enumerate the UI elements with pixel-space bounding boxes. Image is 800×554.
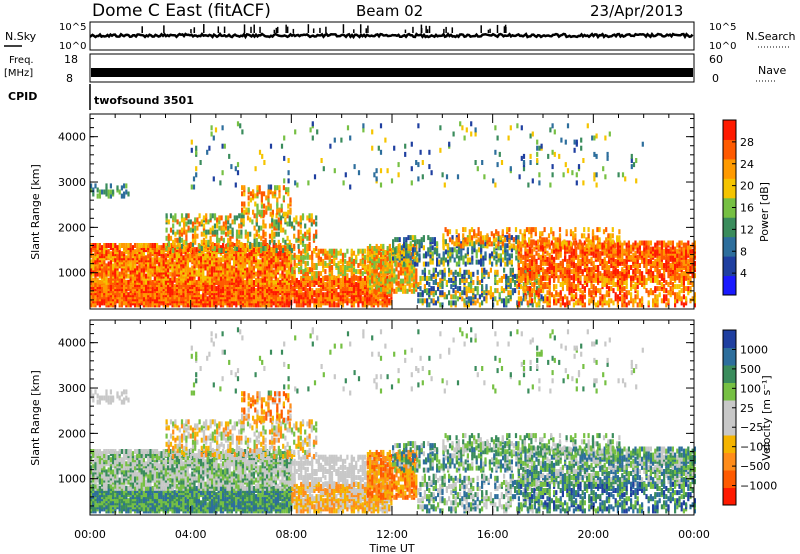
y-tick-label: 4000: [58, 337, 86, 350]
freq-panel: [89, 53, 695, 83]
velocity-colorbar-tick: −25: [740, 421, 763, 434]
cpid-label: CPID: [8, 90, 37, 103]
power-colorbar-segment: [723, 256, 736, 277]
nsky-trace: [89, 24, 694, 40]
nsky-tick-bottom: 10^0: [59, 41, 86, 52]
nave-label: Nave: [758, 64, 786, 77]
power-panel: [89, 113, 696, 310]
power-colorbar-tick: 24: [740, 158, 754, 171]
velocity-colorbar-tick: 100: [740, 382, 761, 395]
power-colorbar-tick: 28: [740, 136, 754, 149]
power-colorbar: 28 24 20 16 12 8 4: [722, 119, 754, 296]
nsearch-tick-top: 10^5: [709, 22, 736, 33]
nsearch-label: N.Search: [746, 30, 796, 43]
y-tick-label: 3000: [58, 382, 86, 395]
velocity-colorbar-segment: [723, 435, 736, 453]
x-tick-label: 12:00: [376, 528, 408, 541]
nsky-tick-top: 10^5: [59, 22, 86, 33]
x-tick-label: 08:00: [275, 528, 307, 541]
velocity-colorbar-tick: 500: [740, 363, 761, 376]
power-colorbar-tick: 8: [740, 245, 747, 258]
x-tick-label: 04:00: [175, 528, 207, 541]
nsky-label: N.Sky: [5, 30, 37, 43]
power-colorbar-segment: [723, 178, 736, 199]
x-axis-label: Time UT: [368, 542, 414, 554]
velocity-colorbar-segment: [723, 330, 736, 348]
power-colorbar-tick: 20: [740, 180, 754, 193]
velocity-colorbar-tick: −100: [740, 441, 770, 454]
power-colorbar-segment: [723, 120, 736, 140]
velocity-colorbar: 1000 500 100 25 −25 −100 −500 −1000: [722, 329, 777, 506]
y-tick-label: 4000: [58, 131, 86, 144]
y-tick-label: 2000: [58, 221, 86, 234]
power-colorbar-tick: 4: [740, 267, 747, 280]
y-tick-label: 1000: [58, 473, 86, 486]
power-colorbar-segment: [723, 236, 736, 257]
velocity-colorbar-segment: [723, 382, 736, 401]
nsky-panel: [89, 21, 695, 51]
power-colorbar-segment: [723, 275, 736, 296]
power-colorbar-tick: 12: [740, 223, 754, 236]
date-label: 23/Apr/2013: [590, 2, 683, 20]
plot-title: Dome C East (fitACF): [92, 1, 271, 21]
x-tick-label: 00:00: [74, 528, 106, 541]
velocity-colorbar-segment: [723, 400, 736, 418]
velocity-panel: [89, 319, 696, 516]
freq-unit-label: [MHz]: [4, 68, 33, 79]
y-tick-label: 2000: [58, 427, 86, 440]
power-colorbar-segment: [723, 197, 736, 218]
velocity-colorbar-segment: [723, 417, 736, 436]
velocity-ylabel: Slant Range [km]: [29, 370, 42, 466]
x-tick-label: 16:00: [477, 528, 509, 541]
x-tick-label: 00:00: [678, 528, 710, 541]
velocity-colorbar-tick: 25: [740, 402, 754, 415]
velocity-colorbar-tick: −1000: [740, 480, 777, 493]
freq-label: Freq.: [9, 55, 34, 66]
velocity-colorbar-tick: −500: [740, 460, 770, 473]
beam-label: Beam 02: [356, 2, 423, 20]
velocity-colorbar-segment: [723, 487, 736, 506]
power-ylabel: Slant Range [km]: [29, 164, 42, 260]
freq-tick-bottom: 8: [66, 72, 73, 85]
nave-tick-top: 60: [709, 53, 723, 66]
y-tick-label: 1000: [58, 267, 86, 280]
nave-tick-bottom: 0: [712, 72, 719, 85]
y-tick-label: 3000: [58, 176, 86, 189]
nsearch-tick-bottom: 10^0: [709, 41, 736, 52]
power-colorbar-segment: [723, 139, 736, 160]
cpid-value: twofsound 3501: [94, 94, 194, 107]
power-colorbar-segment: [723, 217, 736, 238]
velocity-colorbar-label: Velocity [m s⁻¹]: [760, 375, 773, 460]
velocity-colorbar-segment: [723, 470, 736, 488]
velocity-colorbar-tick: 1000: [740, 343, 768, 356]
freq-tick-top: 18: [64, 53, 78, 66]
power-colorbar-tick: 16: [740, 202, 754, 215]
velocity-colorbar-segment: [723, 452, 736, 471]
power-colorbar-segment: [723, 158, 736, 179]
power-colorbar-label: Power [dB]: [758, 182, 771, 242]
velocity-colorbar-segment: [723, 365, 736, 383]
x-tick-label: 20:00: [577, 528, 609, 541]
velocity-colorbar-segment: [723, 347, 736, 366]
